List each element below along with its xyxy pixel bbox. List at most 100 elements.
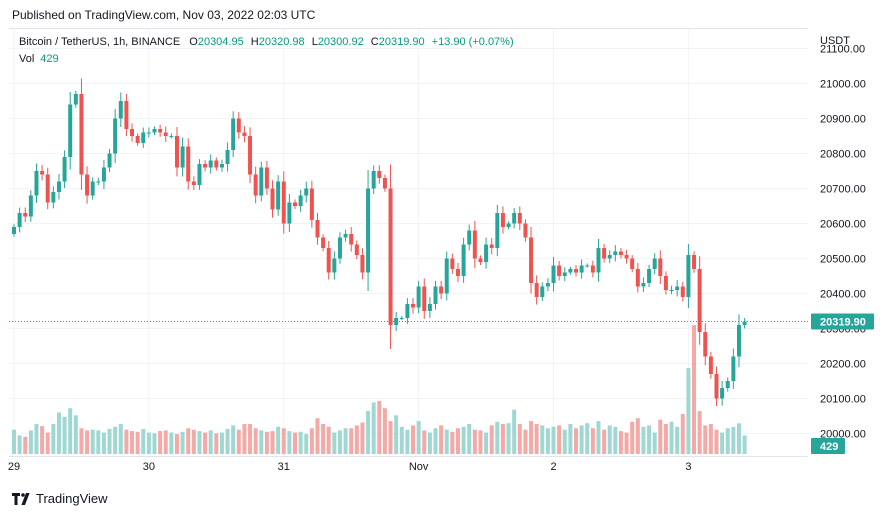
volume-bar [343, 428, 348, 454]
volume-bar [652, 432, 657, 454]
close-value: 20319.90 [378, 36, 425, 48]
candle-body [309, 188, 314, 220]
candle-body [708, 356, 713, 374]
volume-bar [163, 430, 168, 454]
candle-body [489, 244, 494, 248]
y-tick-label: 20600.00 [820, 219, 866, 231]
candle-body [647, 269, 652, 283]
candle-body [641, 283, 646, 287]
volume-bar [174, 433, 179, 454]
price-axis[interactable]: USDT 20000.0020100.0020200.0020300.00204… [820, 35, 866, 441]
candle-body [624, 255, 629, 259]
candle-body [68, 104, 73, 157]
candle-body [219, 164, 224, 168]
high-value: 20320.98 [258, 36, 305, 48]
y-tick-label: 20800.00 [820, 149, 866, 161]
candle-body [85, 174, 90, 196]
candle-body [146, 132, 151, 134]
volume-bar [669, 421, 674, 454]
volume-bar [68, 408, 73, 454]
volume-bar [500, 423, 505, 454]
volume-bar [596, 421, 601, 454]
volume-bar [293, 432, 297, 454]
candle-body [124, 101, 129, 129]
candle-body [242, 132, 247, 136]
volume-bar [73, 415, 78, 454]
volume-bar [236, 429, 241, 454]
footer-brand[interactable]: TradingView [36, 491, 108, 506]
candle-body [96, 181, 101, 183]
volume-bar [427, 432, 432, 454]
volume-key[interactable]: Vol [19, 53, 35, 65]
candle-body [304, 188, 309, 196]
candle-body [174, 136, 179, 168]
candle-body [416, 286, 421, 308]
chart-frame [9, 28, 808, 457]
volume-bar [590, 428, 595, 454]
volume-bar [371, 402, 376, 454]
volume-bar [680, 413, 685, 454]
candle-body [427, 304, 432, 311]
volume-bar [568, 423, 573, 454]
volume-bar [264, 431, 269, 454]
volume-bar [180, 431, 185, 454]
volume-bar [708, 423, 713, 454]
volume-bar [725, 428, 730, 454]
volume-bar [461, 426, 466, 454]
volume-bar [692, 325, 697, 454]
volume-bar [270, 431, 275, 454]
volume-bar [663, 423, 668, 454]
candle-body [506, 223, 511, 227]
volume-bar [399, 426, 404, 454]
volume-bar [298, 431, 303, 454]
candle-body [579, 265, 584, 273]
volume-bar [242, 423, 247, 454]
candle-body [512, 213, 517, 224]
volume-bar [472, 429, 477, 454]
volume-bar [321, 423, 326, 454]
volume-bar [90, 429, 95, 454]
volume-bar [574, 428, 578, 454]
volume-bar [276, 426, 281, 454]
candle-body [467, 230, 472, 245]
candle-body [231, 118, 236, 150]
symbol-title[interactable]: Bitcoin / TetherUS, 1h, BINANCE [19, 36, 181, 48]
candle-body [523, 223, 528, 238]
y-tick-label: 20000.00 [820, 429, 866, 441]
candle-body [343, 234, 348, 238]
candle-body [298, 195, 303, 206]
candle-body [455, 269, 460, 276]
candle-body [731, 356, 736, 381]
volume-bar [191, 429, 196, 454]
volume-bar [731, 426, 736, 454]
last-volume-label: 429 [820, 441, 838, 453]
candle-body [90, 181, 95, 196]
volume-bar [439, 425, 444, 454]
candle-body [635, 269, 640, 287]
volume-bar [529, 421, 534, 454]
candle-body [276, 181, 281, 210]
candle-body [56, 181, 61, 192]
volume-bar [253, 428, 258, 454]
low-key: L [311, 36, 318, 48]
volume-bar [34, 423, 39, 454]
volume-bar [455, 428, 460, 454]
volume-bar [326, 426, 331, 454]
volume-bar [56, 412, 61, 454]
candle-body [354, 244, 359, 255]
candle-body [253, 174, 258, 196]
volume-bar [214, 433, 219, 454]
volume-bar [613, 426, 618, 454]
volume-bar [377, 401, 382, 454]
volume-bar [208, 430, 213, 454]
candle-body [236, 118, 241, 133]
x-tick-label: 3 [685, 461, 691, 473]
candle-body [12, 227, 16, 234]
volume-bar [281, 428, 286, 454]
published-caption: Published on TradingView.com, Nov 03, 20… [12, 8, 316, 22]
time-axis[interactable]: 29 30 31 Nov 2 3 [8, 461, 692, 473]
candle-body [135, 136, 140, 143]
volume-bar [478, 430, 483, 454]
volume-bar [579, 425, 584, 454]
